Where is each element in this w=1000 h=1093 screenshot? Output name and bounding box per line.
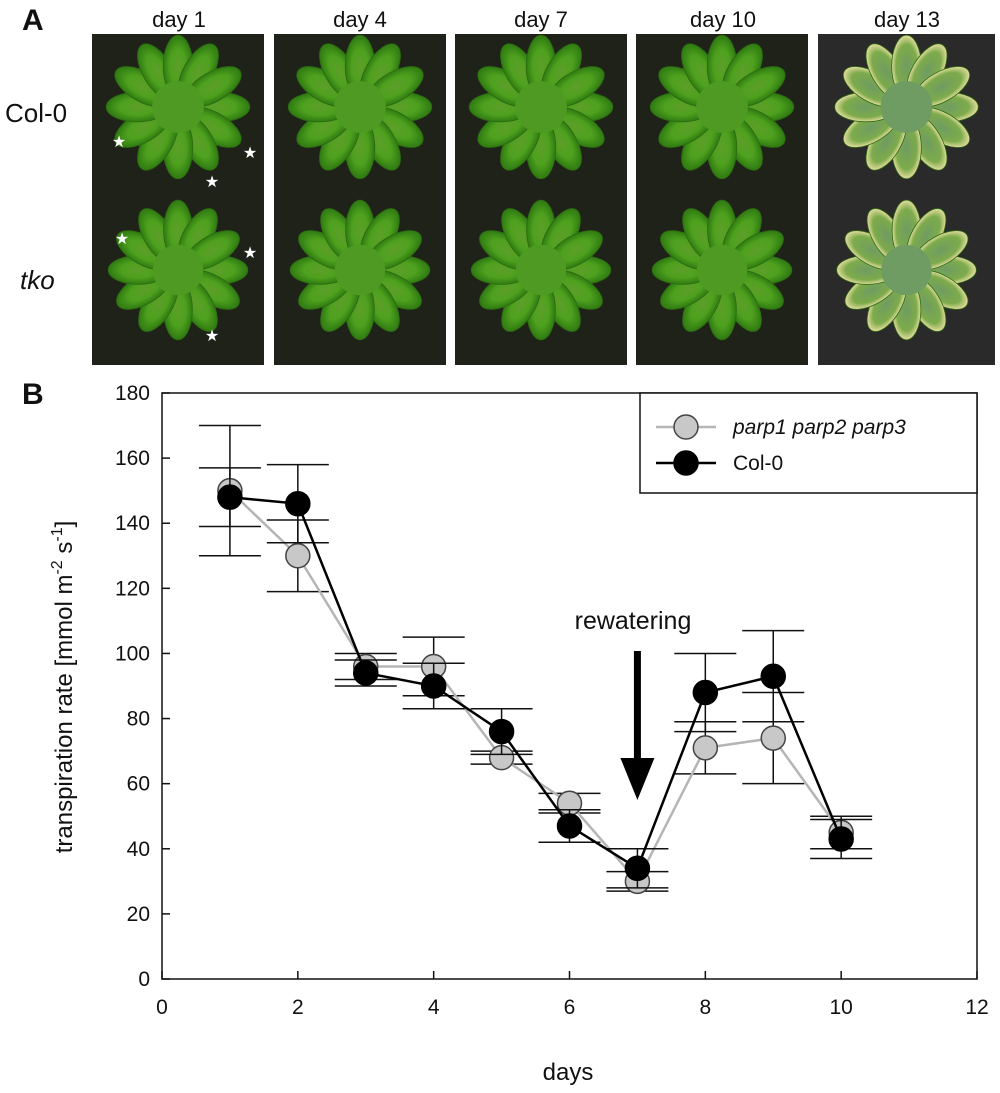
rosette-center	[881, 244, 932, 296]
legend-label-parp: parp1 parp2 parp3	[732, 416, 906, 439]
legend-box	[639, 392, 978, 494]
data-point	[760, 663, 786, 689]
plant-photo-grid: ★ ★ ★ ★ ★ ★	[92, 34, 995, 365]
col-0-rosette	[834, 34, 979, 180]
y-tick-label: 20	[127, 903, 150, 926]
tko-rosette	[651, 199, 793, 341]
tko-rosette	[289, 199, 431, 341]
rosette-center	[880, 81, 933, 133]
series-layer	[198, 424, 873, 895]
data-point	[285, 543, 311, 569]
rewatering-label: rewatering	[575, 607, 692, 635]
photo-column-4	[636, 34, 808, 365]
data-point	[353, 660, 379, 686]
data-point	[420, 673, 447, 699]
y-tick-label: 140	[115, 512, 150, 535]
col-0-rosette	[105, 34, 251, 180]
row-label-col-0: Col-0	[5, 98, 67, 128]
rosette-center	[334, 81, 386, 133]
y-tick-label: 40	[127, 838, 150, 861]
x-tick-label: 0	[156, 996, 168, 1019]
column-header-day-7: day 7	[514, 7, 568, 32]
y-tick-label: 60	[127, 773, 150, 796]
photo-column-3	[455, 34, 627, 365]
rosette-center	[152, 244, 204, 296]
data-point	[692, 679, 719, 706]
x-tick-label: 8	[699, 996, 711, 1019]
x-tick-label: 4	[428, 996, 440, 1019]
x-tick-label: 2	[292, 996, 304, 1019]
y-tick-label: 0	[138, 968, 150, 991]
legend-marker-parp	[673, 414, 699, 440]
tko-rosette	[470, 199, 612, 341]
data-point	[488, 718, 515, 745]
photo-column-1	[92, 34, 264, 365]
data-point	[760, 725, 786, 751]
data-point	[285, 490, 311, 517]
col-0-rosette	[287, 34, 433, 180]
x-tick-label: 12	[965, 996, 988, 1019]
rosette-center	[696, 244, 748, 296]
y-tick-label: 120	[115, 577, 150, 600]
y-tick-label: 80	[127, 708, 150, 731]
rosette-center	[696, 81, 748, 133]
data-point	[217, 484, 243, 510]
rosette-center	[334, 244, 386, 296]
x-tick-label: 10	[829, 996, 852, 1019]
leaf-star-marker: ★	[205, 172, 219, 191]
panel-b-letter: B	[22, 378, 44, 411]
column-header-day-13: day 13	[874, 7, 940, 32]
leaf-star-marker: ★	[243, 243, 257, 262]
y-tick-label: 180	[115, 382, 150, 405]
y-axis-ticks: 0 20 40 60 80 100 120 140 160 180	[115, 382, 170, 991]
col-0-rosette	[468, 34, 614, 180]
column-headers: day 1 day 4 day 7 day 10 day 13	[152, 7, 940, 32]
series-line	[229, 495, 843, 871]
data-point	[828, 826, 854, 852]
rosette-center	[515, 81, 567, 133]
column-header-day-4: day 4	[333, 7, 387, 32]
legend-label-col0: Col-0	[733, 452, 783, 475]
x-axis-ticks: 0 2 4 6 8 10 12	[156, 971, 989, 1019]
row-label-tko: tko	[20, 265, 55, 295]
tko-rosette	[836, 199, 977, 341]
rosette-center	[515, 244, 567, 296]
data-point	[624, 855, 651, 882]
legend-marker-col0	[673, 450, 699, 476]
legend: parp1 parp2 parp3 Col-0	[639, 392, 978, 494]
arrow-head	[620, 758, 655, 800]
col-0-rosette	[649, 34, 795, 180]
rewatering-arrow	[620, 651, 655, 800]
data-point	[556, 813, 583, 839]
data-point	[692, 735, 719, 761]
series-line	[229, 489, 843, 884]
leaf-star-marker: ★	[243, 143, 257, 162]
leaf-star-marker: ★	[205, 326, 219, 345]
column-header-day-10: day 10	[690, 7, 756, 32]
photo-column-5	[818, 34, 995, 365]
rosette-center	[152, 81, 204, 133]
leaf-star-marker: ★	[112, 132, 126, 151]
photo-column-2	[274, 34, 446, 365]
x-tick-label: 6	[564, 996, 576, 1019]
leaf-star-marker: ★	[115, 229, 129, 248]
y-tick-label: 160	[115, 447, 150, 470]
y-tick-label: 100	[115, 642, 150, 665]
y-axis-title: transpiration rate [mmol m-2 s-1]	[49, 521, 78, 854]
tko-rosette	[107, 199, 249, 341]
panel-a-letter: A	[22, 4, 44, 37]
x-axis-title: days	[543, 1059, 594, 1086]
column-header-day-1: day 1	[152, 7, 206, 32]
series-col-0	[198, 463, 873, 889]
